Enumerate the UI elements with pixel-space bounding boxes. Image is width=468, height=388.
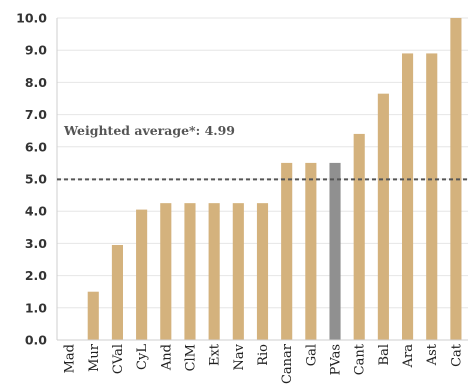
- x-tick-label: PVas: [329, 344, 344, 375]
- bar-clm: [184, 203, 196, 340]
- x-tick-label: Cat: [449, 343, 464, 367]
- weighted-average-label: Weighted average*: 4.99: [63, 123, 235, 138]
- x-tick-label: Ast: [425, 343, 440, 366]
- bar-bal: [377, 93, 389, 340]
- y-tick-label: 9.0: [25, 43, 47, 58]
- bar-gal: [305, 162, 317, 340]
- y-tick-labels: 0.0 1.0 2.0 3.0 4.0 5.0 6.0 7.0 8.0 9.0 10.0: [16, 11, 47, 348]
- bar-cval: [111, 245, 123, 340]
- y-tick-label: 1.0: [25, 300, 47, 315]
- y-tick-label: 10.0: [16, 11, 47, 26]
- x-tick-label: Bal: [377, 344, 392, 365]
- x-tick-label: Rio: [256, 344, 271, 366]
- bar-ast: [426, 53, 438, 341]
- bar-mur: [87, 291, 99, 340]
- y-tick-label: 8.0: [25, 75, 47, 90]
- bar-cant: [353, 133, 365, 340]
- x-tick-labels: Mad Mur CVal CyL And ClM Ext Nav Rio Canar Gal PVas…: [63, 343, 465, 384]
- x-tick-label: And: [159, 344, 174, 371]
- y-tick-label: 4.0: [25, 204, 47, 219]
- bar-ara: [402, 53, 414, 341]
- bar-rio: [256, 203, 269, 340]
- x-tick-label: Ext: [208, 343, 223, 366]
- x-tick-label: Nav: [232, 343, 247, 370]
- y-tick-label: 6.0: [25, 139, 47, 154]
- bar-cyl: [136, 209, 148, 340]
- x-tick-label: Ara: [401, 344, 416, 369]
- bar-cat: [450, 18, 462, 340]
- x-tick-label: Gal: [304, 344, 319, 366]
- y-tick-label: 2.0: [25, 268, 47, 283]
- x-tick-label: Mur: [87, 343, 102, 372]
- x-tick-label: Canar: [280, 343, 295, 384]
- x-tick-label: Cant: [353, 343, 368, 375]
- bar-ext: [208, 203, 220, 340]
- x-tick-label: ClM: [183, 344, 198, 371]
- bar-pvas: [329, 162, 341, 340]
- x-tick-label: Mad: [63, 344, 78, 373]
- x-tick-label: CyL: [135, 344, 150, 370]
- bar-nav: [232, 203, 244, 340]
- x-tick-label: CVal: [111, 344, 126, 374]
- bars: [87, 18, 462, 341]
- bar-canar: [281, 162, 293, 340]
- y-tick-label: 5.0: [25, 172, 47, 187]
- y-tick-label: 3.0: [25, 236, 47, 251]
- y-tick-label: 0.0: [25, 333, 47, 348]
- y-tick-label: 7.0: [25, 107, 47, 122]
- bar-and: [160, 203, 172, 340]
